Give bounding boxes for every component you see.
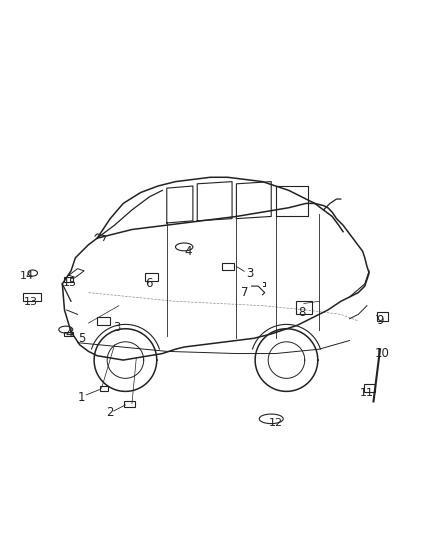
Bar <box>23 293 41 301</box>
Text: 15: 15 <box>63 278 77 288</box>
Text: 14: 14 <box>20 271 34 281</box>
Text: 7: 7 <box>241 286 249 299</box>
Bar <box>145 273 158 281</box>
Text: 1: 1 <box>78 391 86 403</box>
Text: 12: 12 <box>268 418 283 428</box>
Bar <box>377 312 388 321</box>
Text: 10: 10 <box>375 347 390 360</box>
Text: 3: 3 <box>113 321 120 334</box>
Bar <box>364 384 374 392</box>
Text: 3: 3 <box>246 266 253 279</box>
Text: 11: 11 <box>360 387 374 398</box>
Bar <box>64 332 73 336</box>
Bar <box>64 277 73 282</box>
Text: 2: 2 <box>106 406 114 419</box>
Bar <box>222 263 234 270</box>
Bar <box>100 386 108 391</box>
Text: 5: 5 <box>78 332 85 345</box>
Text: 13: 13 <box>24 297 38 307</box>
Text: 9: 9 <box>376 314 384 327</box>
Text: 4: 4 <box>185 245 192 258</box>
Bar <box>296 301 312 314</box>
Text: 6: 6 <box>145 277 153 289</box>
Bar <box>97 317 110 325</box>
Text: 8: 8 <box>298 306 305 319</box>
Text: 4: 4 <box>65 327 73 341</box>
Bar <box>124 400 135 407</box>
